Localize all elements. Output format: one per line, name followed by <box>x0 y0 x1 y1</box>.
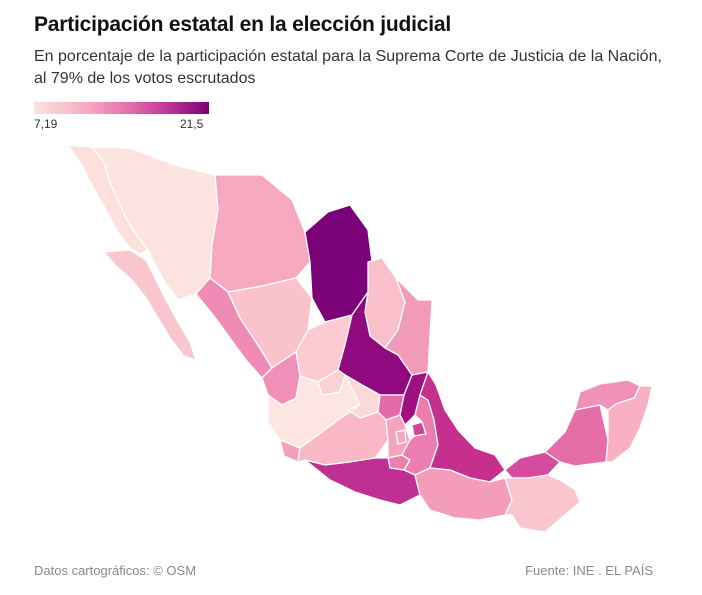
map-credit: Datos cartográficos: © OSM <box>34 563 197 578</box>
state-quintana-roo[interactable] <box>605 385 653 463</box>
state-chiapas[interactable] <box>504 474 581 533</box>
map-subtitle: En porcentaje de la participación estata… <box>34 48 662 87</box>
state-sonora[interactable] <box>91 146 219 301</box>
source-note: Fuente: INE . EL PAÍS <box>525 563 653 578</box>
state-guerrero[interactable] <box>304 457 421 506</box>
state-chihuahua[interactable] <box>209 174 311 293</box>
state-campeche[interactable] <box>544 404 609 467</box>
state-cdmx[interactable] <box>395 429 407 445</box>
map-title: Participación estatal en la elección jud… <box>34 13 451 36</box>
mexico-choropleth-map <box>67 144 653 533</box>
legend-min-label: 7,19 <box>34 117 58 131</box>
legend-max-label: 21,5 <box>180 117 204 131</box>
state-baja-california-sur[interactable] <box>103 249 197 361</box>
legend-color-scale <box>34 102 209 114</box>
